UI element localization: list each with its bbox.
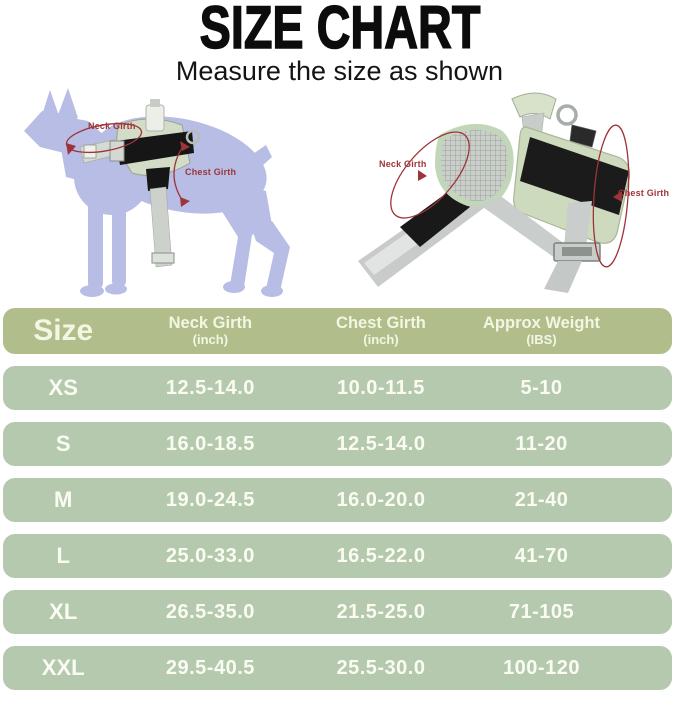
header-approx-weight: Approx Weight (IBS) [483, 314, 601, 348]
harness-body [358, 92, 631, 293]
dog-measurement-diagram: Neck Girth Chest Girth [0, 85, 330, 300]
table-header-row: Size Neck Girth (inch) Chest Girth (inch) … [3, 308, 672, 354]
weight-cell: 41-70 [514, 544, 569, 567]
weight-cell: 100-120 [503, 656, 580, 679]
chest-cell: 10.0-11.5 [337, 376, 425, 399]
table-row: L 25.0-33.0 16.5-22.0 41-70 [3, 534, 672, 578]
chest-girth-label: Chest Girth [618, 188, 670, 198]
harness-graphic [358, 92, 631, 293]
dog-silhouette-graphic [24, 88, 290, 297]
size-cell: XL [49, 599, 78, 625]
girth-annotations [65, 122, 190, 207]
chest-girth-label: Chest Girth [185, 167, 237, 177]
neck-girth-label: Neck Girth [88, 121, 136, 131]
chest-cell: 16.0-20.0 [336, 488, 426, 511]
table-row: S 16.0-18.5 12.5-14.0 11-20 [3, 422, 672, 466]
size-cell: S [55, 431, 71, 457]
table-row: XXL 29.5-40.5 25.5-30.0 100-120 [3, 646, 672, 690]
girth-annotations [390, 124, 630, 268]
neck-cell: 25.0-33.0 [165, 544, 255, 567]
neck-cell: 19.0-24.5 [165, 488, 255, 511]
header-chest-girth: Chest Girth (inch) [336, 314, 426, 348]
size-cell: XXL [41, 655, 85, 681]
size-cell: M [54, 487, 73, 513]
chest-cell: 16.5-22.0 [336, 544, 426, 567]
harness-on-dog [79, 99, 201, 268]
chest-cell: 25.5-30.0 [336, 656, 426, 679]
weight-cell: 21-40 [514, 488, 569, 511]
neck-cell: 16.0-18.5 [165, 432, 255, 455]
weight-cell: 5-10 [520, 376, 563, 399]
chest-cell: 21.5-25.0 [336, 600, 426, 623]
page-subtitle: Measure the size as shown [175, 56, 504, 86]
weight-cell: 71-105 [508, 600, 575, 623]
neck-cell: 12.5-14.0 [165, 376, 255, 399]
neck-cell: 26.5-35.0 [165, 600, 255, 623]
neck-girth-label: Neck Girth [379, 159, 427, 169]
neck-cell: 29.5-40.5 [165, 656, 255, 679]
chest-cell: 12.5-14.0 [336, 432, 426, 455]
weight-cell: 11-20 [515, 432, 568, 455]
harness-product-diagram: Neck Girth Chest Girth [330, 85, 679, 300]
page-title: SIZE CHART [199, 0, 481, 61]
size-table: Size Neck Girth (inch) Chest Girth (inch) … [3, 308, 672, 702]
table-row: M 19.0-24.5 16.0-20.0 21-40 [3, 478, 672, 522]
table-row: XL 26.5-35.0 21.5-25.0 71-105 [3, 590, 672, 634]
measurement-figures: Neck Girth Chest Girth [0, 85, 679, 303]
header-size: Size [33, 314, 94, 348]
size-cell: L [56, 543, 70, 569]
header-neck-girth: Neck Girth (inch) [168, 314, 253, 348]
size-cell: XS [48, 375, 78, 401]
table-row: XS 12.5-14.0 10.0-11.5 5-10 [3, 366, 672, 410]
